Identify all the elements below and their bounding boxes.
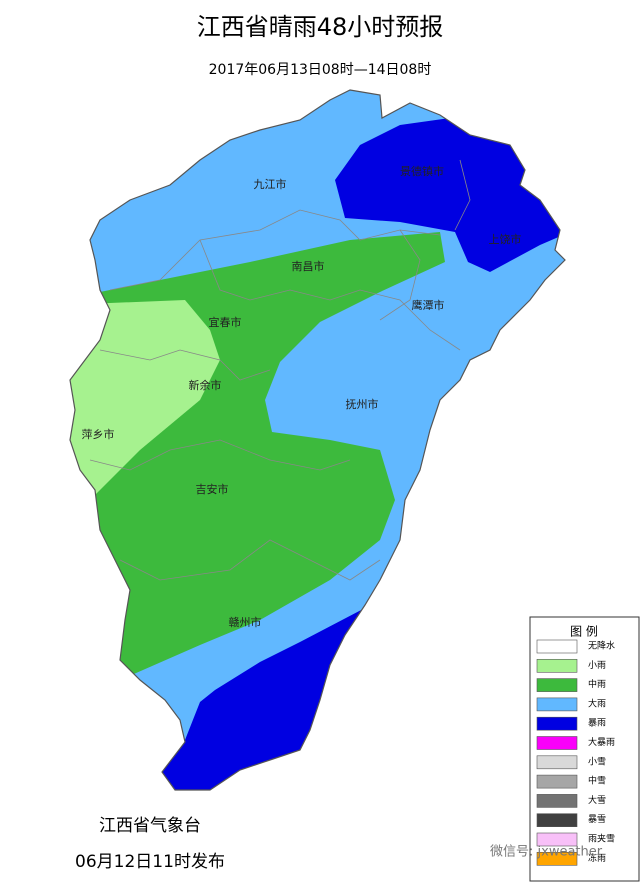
legend-swatch xyxy=(536,658,578,673)
legend-swatch xyxy=(536,774,578,789)
legend-swatch xyxy=(536,736,578,750)
legend-swatch xyxy=(536,678,578,692)
legend-label: 无降水 xyxy=(588,640,615,652)
city-label: 萍乡市 xyxy=(82,427,115,441)
city-label: 宜春市 xyxy=(209,315,242,329)
city-label: 新余市 xyxy=(189,378,222,392)
legend-label: 雨夹雪 xyxy=(588,833,615,845)
title: 江西省晴雨48小时预报 xyxy=(197,13,444,41)
city-label: 上饶市 xyxy=(489,232,522,246)
city-label: 九江市 xyxy=(254,177,287,191)
city-label: 南昌市 xyxy=(292,259,325,273)
legend-label: 大雪 xyxy=(588,794,606,806)
legend-swatch xyxy=(536,794,578,808)
legend-swatch xyxy=(536,697,578,712)
legend-label: 大暴雨 xyxy=(588,736,615,748)
legend-swatch xyxy=(536,716,578,731)
city-label: 抚州市 xyxy=(346,397,379,411)
boundaries xyxy=(89,159,471,581)
issued: 06月12日11时发布 xyxy=(75,852,225,872)
city-label: 景德镇市 xyxy=(400,164,444,178)
legend-swatch xyxy=(536,755,578,770)
legend-label: 冻雨 xyxy=(588,852,606,864)
legend-label: 暴雨 xyxy=(588,718,606,729)
legend-swatch xyxy=(536,832,578,847)
legend-label: 中雪 xyxy=(588,775,606,787)
watermark: 微信号: jxweather xyxy=(490,845,603,860)
legend-label: 大雨 xyxy=(588,697,606,709)
city-label: 鹰潭市 xyxy=(412,298,445,312)
legend-swatch xyxy=(536,813,578,828)
subtitle: 2017年06月13日08时—14日08时 xyxy=(209,62,432,78)
city-label: 吉安市 xyxy=(196,482,229,496)
legend-label: 中雨 xyxy=(588,678,606,690)
legend-title: 图 例 xyxy=(570,625,598,639)
legend-label: 暴雪 xyxy=(588,814,606,825)
legend-label: 小雨 xyxy=(588,660,606,671)
legend-swatch xyxy=(536,851,578,866)
issuer: 江西省气象台 xyxy=(99,816,201,836)
legend-swatch xyxy=(536,639,578,654)
legend-label: 小雪 xyxy=(588,756,606,767)
city-label: 赣州市 xyxy=(229,615,262,629)
